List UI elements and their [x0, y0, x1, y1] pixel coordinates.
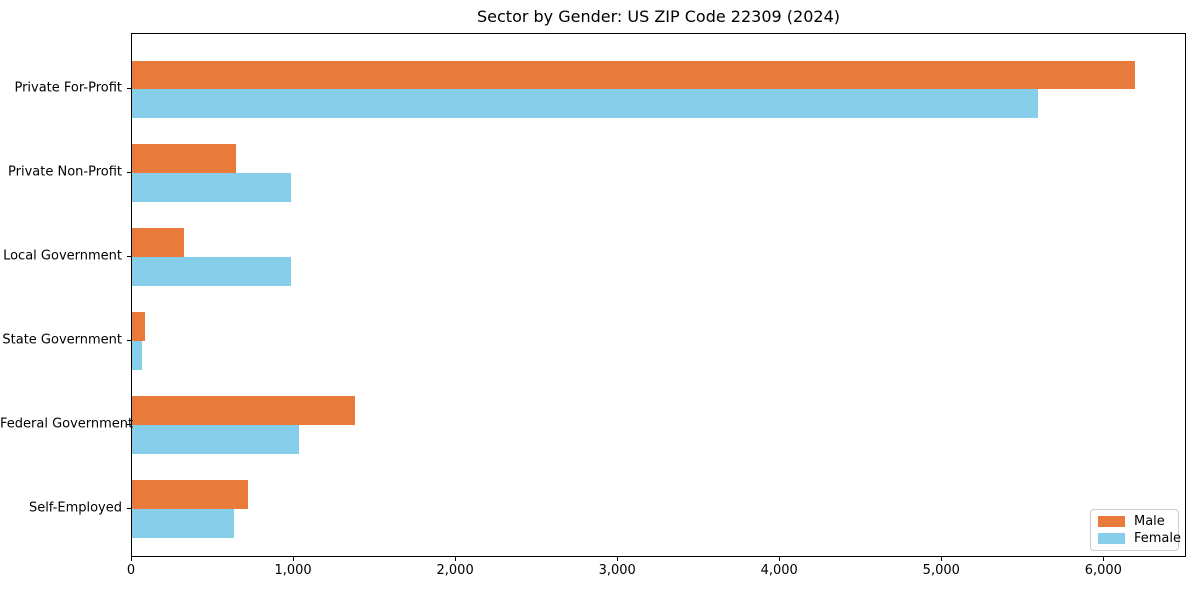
y-tick-self-employed — [127, 507, 131, 509]
x-tick-label-2000: 2,000 — [436, 563, 474, 578]
bar-female-private-for-profit — [132, 89, 1038, 119]
legend: Male Female — [1090, 509, 1181, 551]
y-tick-label-local-government: Local Government — [3, 248, 122, 264]
y-tick-federal-government — [127, 423, 131, 425]
bar-female-federal-government — [132, 424, 299, 454]
y-tick-label-state-government: State Government — [2, 332, 122, 348]
x-tick-5000 — [940, 557, 942, 561]
bar-male-federal-government — [132, 396, 356, 425]
legend-swatch-female — [1098, 533, 1125, 544]
x-tick-4000 — [778, 557, 780, 561]
x-tick-1000 — [292, 557, 294, 561]
bar-female-self-employed — [132, 508, 234, 538]
y-tick-label-private-non-profit: Private Non-Profit — [8, 164, 122, 180]
y-tick-label-private-for-profit: Private For-Profit — [14, 80, 122, 96]
chart-title: Sector by Gender: US ZIP Code 22309 (202… — [477, 7, 840, 26]
bar-male-private-for-profit — [132, 60, 1135, 90]
x-tick-0 — [130, 557, 132, 561]
bar-male-self-employed — [132, 480, 249, 509]
x-tick-label-5000: 5,000 — [922, 563, 960, 578]
y-tick-label-self-employed: Self-Employed — [28, 500, 122, 516]
x-tick-3000 — [616, 557, 618, 561]
x-tick-label-1000: 1,000 — [274, 563, 312, 578]
y-tick-label-federal-government: Federal Government — [0, 416, 134, 432]
legend-label-male: Male — [1134, 514, 1165, 529]
x-tick-6000 — [1102, 557, 1104, 561]
bar-male-private-non-profit — [132, 144, 236, 174]
x-tick-label-0: 0 — [126, 563, 136, 578]
bar-male-state-government — [132, 312, 145, 341]
bar-female-local-government — [132, 257, 291, 286]
bar-female-state-government — [132, 341, 142, 370]
x-tick-label-3000: 3,000 — [598, 563, 636, 578]
x-tick-label-6000: 6,000 — [1084, 563, 1122, 578]
y-tick-local-government — [127, 256, 131, 258]
y-tick-state-government — [127, 340, 131, 341]
x-tick-label-4000: 4,000 — [760, 563, 798, 578]
plot-area — [131, 33, 1186, 557]
legend-swatch-male — [1098, 516, 1125, 527]
bar-male-local-government — [132, 228, 184, 258]
bar-female-private-non-profit — [132, 173, 291, 202]
legend-entry-male: Male — [1098, 515, 1171, 528]
x-tick-2000 — [454, 557, 456, 561]
y-tick-private-non-profit — [127, 172, 131, 174]
y-tick-private-for-profit — [127, 88, 131, 90]
legend-label-female: Female — [1134, 531, 1182, 546]
legend-entry-female: Female — [1098, 532, 1181, 545]
